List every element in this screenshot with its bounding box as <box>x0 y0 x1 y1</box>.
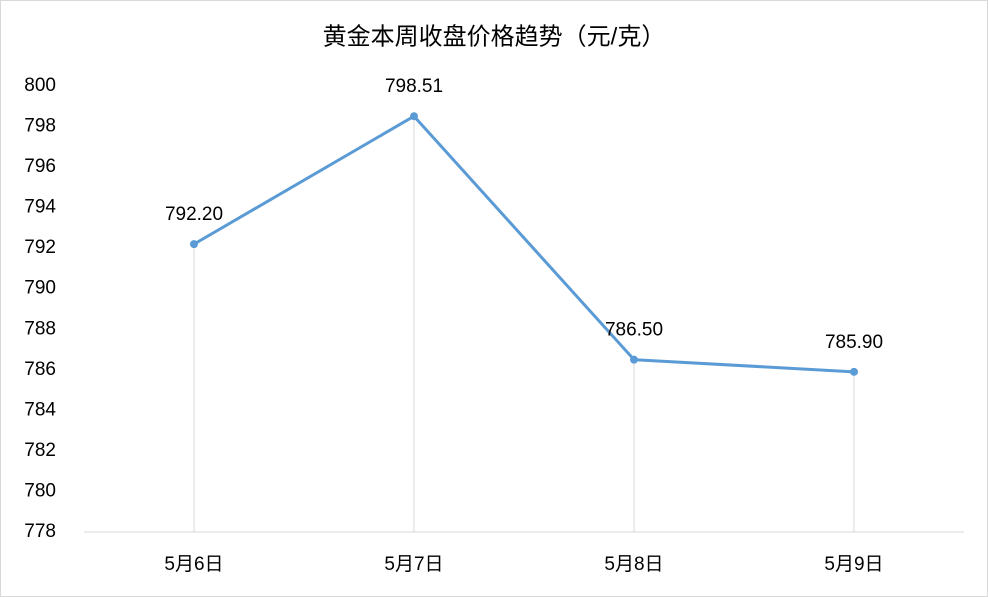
x-tick-label: 5月7日 <box>384 554 443 575</box>
x-tick-label: 5月6日 <box>164 554 223 575</box>
y-tick-label: 784 <box>24 399 56 420</box>
y-tick-label: 792 <box>24 237 56 258</box>
chart-title: 黄金本周收盘价格趋势（元/克） <box>323 23 666 50</box>
y-tick-label: 798 <box>24 116 56 137</box>
y-tick-label: 800 <box>24 75 56 96</box>
data-label: 785.90 <box>825 332 883 353</box>
y-tick-label: 782 <box>24 440 56 461</box>
data-point <box>630 355 638 364</box>
y-tick-label: 778 <box>24 521 56 542</box>
y-tick-label: 786 <box>24 359 56 380</box>
x-tick-label: 5月9日 <box>824 554 883 575</box>
data-point <box>850 367 858 376</box>
y-tick-label: 790 <box>24 278 56 299</box>
data-label: 786.50 <box>605 320 663 341</box>
data-line <box>193 114 855 374</box>
data-label: 798.51 <box>385 76 443 97</box>
data-label: 792.20 <box>165 204 223 225</box>
y-tick-label: 788 <box>24 318 56 339</box>
y-tick-label: 796 <box>24 156 56 177</box>
data-point <box>410 112 418 121</box>
y-tick-label: 780 <box>24 480 56 501</box>
x-tick-label: 5月8日 <box>604 554 663 575</box>
y-tick-label: 794 <box>24 197 56 218</box>
data-point <box>190 240 198 249</box>
